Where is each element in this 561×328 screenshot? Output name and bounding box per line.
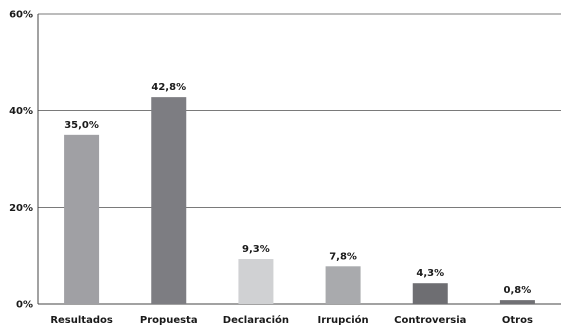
x-tick-label: Declaración bbox=[223, 314, 289, 326]
data-label: 9,3% bbox=[242, 244, 270, 255]
data-label: 42,8% bbox=[151, 82, 186, 93]
x-tick-label: Otros bbox=[502, 315, 533, 326]
x-tick-label: Resultados bbox=[50, 315, 113, 326]
data-label: 7,8% bbox=[329, 251, 357, 262]
bar-6 bbox=[499, 300, 535, 304]
bar-5 bbox=[412, 283, 448, 304]
data-label: 4,3% bbox=[416, 268, 444, 279]
x-tick-label: Irrupción bbox=[317, 314, 368, 326]
gridlines bbox=[38, 13, 561, 208]
axes bbox=[37, 14, 561, 305]
bars bbox=[64, 97, 535, 304]
labels: 0% 20% 40% 60% 35,0% Resultados 42,8% Propuesta… bbox=[9, 10, 533, 327]
y-tick-label: 60% bbox=[9, 10, 33, 21]
data-label: 35,0% bbox=[64, 120, 99, 131]
bar-1 bbox=[64, 134, 100, 304]
bar-4 bbox=[325, 266, 361, 304]
y-tick-label: 40% bbox=[9, 106, 33, 117]
y-tick-label: 20% bbox=[9, 203, 33, 214]
data-label: 0,8% bbox=[504, 285, 532, 296]
y-tick-label: 0% bbox=[16, 300, 33, 311]
bar-3 bbox=[238, 259, 274, 304]
bar-2 bbox=[151, 97, 187, 304]
x-tick-label: Propuesta bbox=[140, 315, 198, 326]
x-tick-label: Controversia bbox=[394, 315, 466, 326]
